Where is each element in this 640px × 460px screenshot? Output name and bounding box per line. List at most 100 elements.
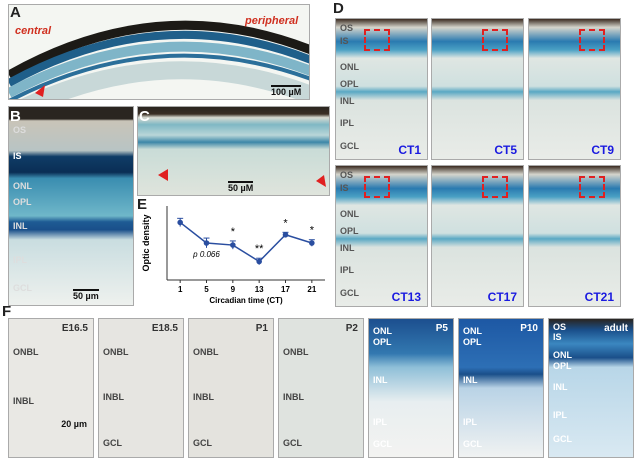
retina-arc [9,20,309,99]
scale-bar: 100 µM [271,85,302,97]
layer-label: OS [13,125,27,135]
scale-bar: 50 µm [73,289,99,301]
significance: * [310,225,315,237]
roi-box [364,176,390,198]
micrograph-tile: CT17 [431,165,524,307]
micrograph-tile: ONBL INBL GCL E18.5 [98,318,184,458]
chart: 1 5 9 13 17 21 Circadian time (CT) Optic densit… [141,206,325,305]
layer-label: IS [340,36,349,47]
point [177,219,183,226]
panel-c: 50 µM [137,106,330,196]
x-tick-label: 17 [281,285,290,294]
layer-label: IPL [373,417,388,427]
layer-label: INL [340,95,355,106]
layer-label: GCL [193,438,212,448]
layer-label: INBL [283,391,304,402]
layer-label: ONL [340,208,359,219]
micrograph-tile: ONL OPL INL IPL GCL P5 [368,318,454,458]
significance: ** [255,243,264,255]
time-label: CT5 [494,143,517,157]
significance: * [283,217,288,229]
x-axis-label: Circadian time (CT) [209,296,283,305]
layer-label: GCL [463,439,482,450]
layer-label: GCL [13,283,32,293]
stage-label: P2 [345,323,358,334]
panel-b: OS IS ONL OPL INL IPL GCL 50 µm [8,106,134,306]
layer-label: ONBL [193,347,219,357]
layer-label: GCL [103,438,122,448]
panel-letter: D [333,0,344,17]
region-label: peripheral [245,15,299,27]
layer-label: OS [553,321,567,332]
layer-label: ONL [13,181,32,191]
micrograph-tile: CT21 [528,165,621,307]
layer-label: OPL [553,361,572,371]
layer-label: IS [340,183,349,194]
stage-label: P10 [520,323,538,334]
stage-label: P5 [435,323,448,334]
p-label: p 0.066 [192,250,220,259]
micrograph-tile: CT5 [431,18,524,160]
panel-letter: E [137,196,148,213]
time-label: CT1 [398,143,421,157]
layer-label: IPL [553,410,568,420]
panel-e: 1 5 9 13 17 21 Circadian time (CT) Optic densit… [137,198,330,306]
point [203,240,210,246]
micrograph-tile: OS IS ONL OPL INL IPL GCL adult [548,318,634,458]
layer-label: ONL [340,61,359,72]
layer-label: ONBL [13,347,39,357]
point [256,258,262,265]
layer-label: OPL [373,337,392,348]
point [230,242,236,248]
layer-label: GCL [340,288,359,299]
layer-label: OS [340,23,354,34]
stage-label: E16.5 [61,323,88,334]
layer-label: ONL [553,349,572,360]
layer-label: INL [553,382,568,392]
layer-label: ONL [463,326,482,336]
layer-label: IPL [463,417,478,427]
layer-label: OS [340,170,354,181]
micrograph-tile: ONBL INBL GCL P2 [278,318,364,458]
layer-label: GCL [340,141,359,152]
layer-label: INBL [103,391,124,402]
x-tick-label: 5 [204,285,209,294]
x-tick-label: 9 [231,285,236,294]
micrograph-tile: CT9 [528,18,621,160]
micrograph-tile: OS IS ONL OPL INL IPL GCL CT1 [335,18,428,160]
stage-label: P1 [255,323,268,334]
roi-box [364,29,390,51]
y-axis-label: Optic density [141,214,151,271]
layer-label: INL [463,375,478,385]
layer-label: INBL [13,396,34,406]
roi-box [579,176,605,198]
layer-label: ONBL [103,347,129,357]
layer-label: OPL [340,78,359,89]
panel-a: central peripheral 100 µM [8,4,310,100]
layer-label: IPL [13,255,28,265]
layer-label: INL [13,221,28,231]
layer-label: INL [340,242,355,253]
time-label: CT21 [584,290,614,304]
micrograph-tile: OS IS ONL OPL INL IPL GCL CT13 [335,165,428,307]
x-tick-label: 13 [255,285,264,294]
roi-box [482,176,508,198]
layer-label: IS [13,151,22,161]
arrowheads [158,169,326,187]
scale-bar: 20 µm [61,419,87,429]
layer-label: INL [373,375,388,385]
layer-label: GCL [283,438,302,448]
x-tick-label: 1 [178,285,183,294]
time-label: CT13 [391,290,421,304]
x-tick-label: 21 [307,285,316,294]
layer-label: ONL [373,326,392,336]
panel-letter: B [10,108,21,125]
point [282,231,289,238]
stage-label: adult [604,323,628,334]
layer-label: GCL [373,439,392,450]
time-label: CT17 [487,290,517,304]
roi-box [482,29,508,51]
layer-label: IPL [340,265,355,276]
layer-label: ONBL [283,347,309,357]
